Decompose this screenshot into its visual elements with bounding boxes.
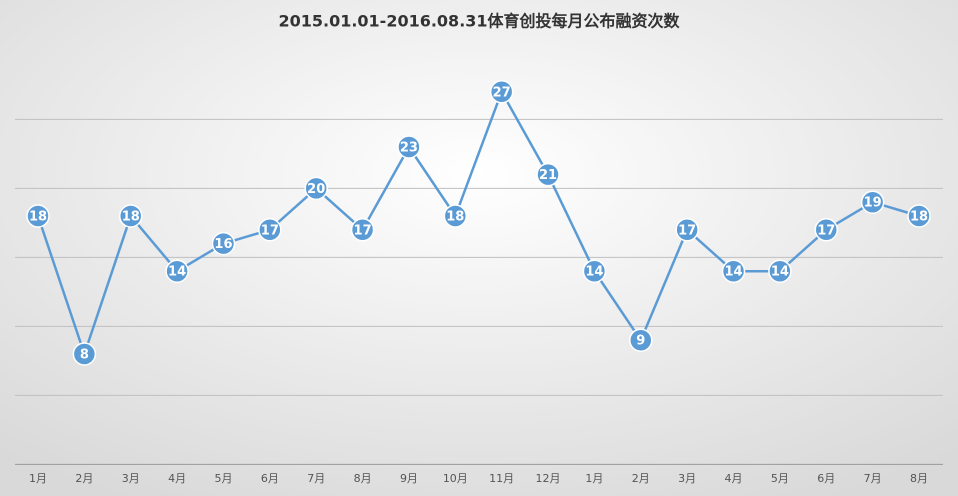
- data-label: 17: [678, 223, 696, 238]
- data-label: 18: [122, 210, 140, 225]
- x-tick-label: 2月: [632, 472, 650, 485]
- x-tick-label: 6月: [817, 472, 835, 485]
- x-tick-label: 11月: [489, 472, 514, 485]
- point: [397, 135, 421, 159]
- data-label: 19: [864, 196, 882, 211]
- data-label: 23: [400, 141, 418, 156]
- data-label: 20: [307, 182, 325, 197]
- x-tick-label: 1月: [29, 472, 47, 485]
- point: [721, 259, 746, 283]
- data-label: 9: [636, 334, 645, 349]
- x-tick-label: 7月: [307, 472, 325, 485]
- data-label: 21: [539, 168, 557, 183]
- point: [26, 204, 50, 228]
- data-label: 17: [261, 223, 279, 238]
- point: [165, 259, 189, 283]
- data-label: 16: [214, 237, 232, 252]
- data-label: 17: [817, 223, 835, 238]
- x-tick-label: 10月: [443, 472, 468, 485]
- data-label: 17: [354, 223, 372, 238]
- x-tick-label: 6月: [261, 472, 279, 485]
- x-tick-label: 9月: [400, 472, 418, 485]
- point: [907, 204, 931, 228]
- point: [72, 342, 97, 366]
- data-label: 14: [724, 265, 742, 280]
- x-tick-label: 8月: [354, 472, 372, 485]
- chart-title: 2015.01.01-2016.08.31体育创投每月公布融资次数: [278, 12, 680, 31]
- data-label: 8: [80, 348, 89, 363]
- x-tick-label: 3月: [122, 472, 140, 485]
- x-tick-label: 2月: [75, 472, 93, 485]
- x-tick-label: 5月: [771, 472, 789, 485]
- point: [443, 204, 468, 228]
- point: [489, 80, 514, 104]
- x-tick-label: 4月: [725, 472, 743, 485]
- data-label: 14: [585, 265, 603, 280]
- point: [258, 218, 282, 242]
- point: [629, 328, 653, 352]
- x-tick-label: 5月: [214, 472, 232, 485]
- data-label: 18: [446, 210, 464, 225]
- point: [118, 204, 143, 228]
- x-tick-label: 4月: [168, 472, 186, 485]
- data-label: 18: [29, 210, 47, 225]
- point: [582, 259, 607, 283]
- x-tick-label: 12月: [536, 472, 561, 485]
- point: [304, 176, 328, 201]
- point: [768, 259, 792, 283]
- point: [536, 162, 560, 187]
- point: [814, 218, 839, 242]
- x-tick-label: 8月: [910, 472, 928, 485]
- x-tick-label: 3月: [678, 472, 696, 485]
- point: [211, 231, 236, 256]
- point: [350, 218, 375, 242]
- data-label: 18: [910, 210, 928, 225]
- x-tick-label: 1月: [585, 472, 603, 485]
- point: [860, 190, 885, 214]
- x-tick-label: 7月: [864, 472, 882, 485]
- point: [675, 218, 699, 242]
- data-label: 14: [168, 265, 186, 280]
- data-label: 27: [493, 85, 511, 100]
- data-label: 14: [771, 265, 789, 280]
